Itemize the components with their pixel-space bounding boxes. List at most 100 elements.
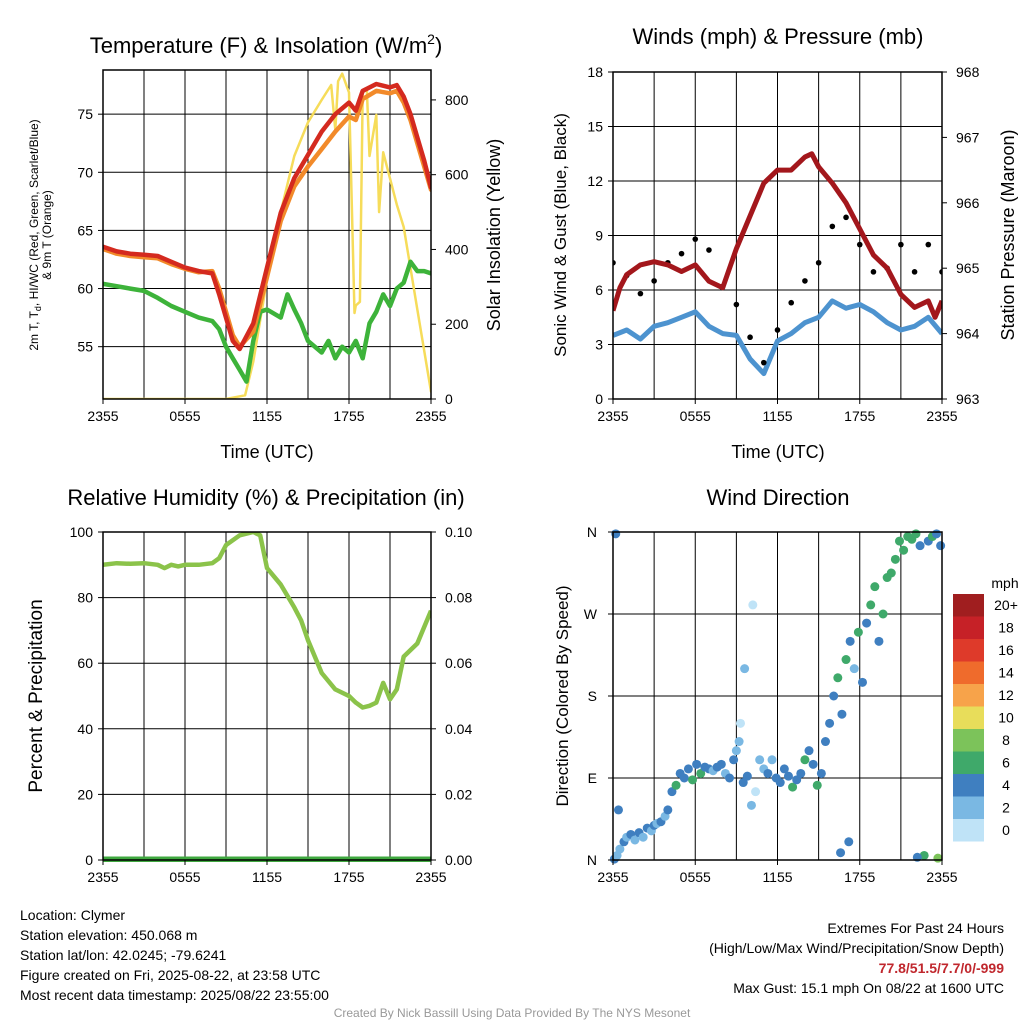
gust-point [637,290,644,297]
colorbar-swatch [953,819,984,842]
wind-direction-point [933,853,943,863]
wind-direction-point [825,718,835,728]
wind-direction-point [667,787,677,797]
humidity-panel: Relative Humidity (%) & Precipitation (i… [26,485,472,885]
humidity-y2-tick-label: 0.04 [445,721,472,737]
humidity-x-tick-label: 0555 [169,869,200,885]
temp-red-series-line [103,81,431,352]
sonic-wind-series-line [613,298,942,377]
max-gust: Max Gust: 15.1 mph On 08/22 at 1600 UTC [733,980,1004,996]
station-latlon: Station lat/lon: 42.0245; -79.6241 [20,947,227,963]
temperature-panel: Temperature (F) & Insolation (W/m2) 2355… [27,31,504,462]
direction-y-tick-label: N [587,524,597,540]
wind-direction-point [915,541,925,551]
wind-direction-point [683,764,693,774]
gust-point [925,241,932,248]
colorbar-level-label: 20+ [994,597,1018,613]
gust-point [760,359,767,366]
wind-direction-point [866,600,876,610]
wind-direction-point [788,782,798,792]
colorbar-level-label: 18 [998,620,1014,636]
temperature-x-tick-label: 2355 [87,408,118,424]
wind-direction-point [878,609,888,619]
colorbar-level-label: 16 [998,642,1014,658]
humidity-y-tick-label: 20 [77,786,93,802]
winds-x-axis-label: Time (UTC) [731,442,824,462]
temperature-y-tick-label: 55 [77,339,93,355]
winds-x-tick-label: 2355 [926,408,957,424]
wind-direction-point [638,832,648,842]
colorbar-swatch [953,684,984,707]
wind-direction-point [796,768,806,778]
winds-y2-tick-label: 964 [956,326,980,342]
insolation-y-axis-label: Solar Insolation (Yellow) [484,139,504,331]
wind-direction-point [775,778,785,788]
temperature-y-tick-label: 75 [77,106,93,122]
gust-point [898,241,904,248]
colorbar-swatch [953,661,984,684]
winds-panel-title: Winds (mph) & Pressure (mb) [633,24,924,49]
wind-direction-point [671,780,681,790]
colorbar-swatch [953,751,984,774]
wind-direction-point [808,759,818,769]
direction-y-tick-label: N [587,852,597,868]
temperature-panel-title: Temperature (F) & Insolation (W/m2) [90,31,443,58]
wind-direction-point [890,554,900,564]
credit-line: Created By Nick Bassill Using Data Provi… [333,1006,691,1020]
temperature-y2-tick-label: 200 [445,316,469,332]
winds-x-tick-label: 1155 [762,408,792,424]
extremes-info: Extremes For Past 24 Hours (High/Low/Max… [709,918,1004,998]
wind-direction-point [735,718,745,728]
station-location: Location: Clymer [20,907,126,923]
wind-direction-point [783,771,793,781]
wind-direction-point [845,636,855,646]
temperature-y2-tick-label: 600 [445,167,469,183]
humidity-y2-tick-label: 0.06 [445,655,472,671]
colorbar-level-label: 12 [998,687,1014,703]
gust-point [911,269,918,275]
colorbar-level-label: 6 [1002,755,1010,771]
wind-direction-point [919,850,929,860]
temperature-y-tick-label: 60 [77,281,93,297]
figure-created: Figure created on Fri, 2025-08-22, at 23… [20,967,321,983]
temperature-x-axis-label: Time (UTC) [220,442,313,462]
humidity-y2-tick-label: 0.00 [445,852,472,868]
wind-direction-point [767,755,777,765]
wind-direction-point [899,545,909,555]
wind-direction-point [870,582,880,592]
gust-point [856,241,863,248]
svg-text:2m T, Td, HI/WC (Red, Green, S: 2m T, Td, HI/WC (Red, Green, Scarlet/Blu… [27,119,43,350]
humidity-y2-tick-label: 0.08 [445,590,472,606]
winds-y2-tick-label: 966 [956,195,980,211]
temperature-y-tick-label: 70 [77,164,93,180]
direction-y-tick-label: W [584,606,598,622]
wind-direction-panel-title: Wind Direction [706,485,849,510]
wind-direction-point [936,541,946,551]
wind-direction-point [862,618,872,628]
humidity-y-axis-label: Percent & Precipitation [26,599,47,792]
svg-text:& 9m T (Orange): & 9m T (Orange) [40,190,54,280]
gust-point [815,259,822,266]
pressure-series-line [613,151,942,320]
wind-direction-point [820,737,830,747]
wind-direction-point [751,787,761,797]
extremes-heading: Extremes For Past 24 Hours [827,920,1004,936]
humidity-x-tick-label: 2355 [415,869,446,885]
gust-point [651,278,657,284]
temperature-x-tick-label: 1755 [333,408,364,424]
humidity-x-tick-label: 2355 [87,869,118,885]
colorbar-unit-label: mph [991,575,1018,591]
gust-point [706,247,712,253]
extremes-legend: (High/Low/Max Wind/Precipitation/Snow De… [709,940,1004,956]
colorbar-swatch [953,594,984,617]
wind-speed-colorbar: mph 20+ 18 16 14 12 10 8 6 4 2 0 [953,575,1019,842]
direction-x-tick-label: 1755 [844,869,875,885]
colorbar-level-label: 10 [998,710,1014,726]
winds-y-tick-label: 9 [595,228,603,244]
winds-y-tick-label: 6 [595,282,603,298]
humidity-y2-tick-label: 0.10 [445,524,472,540]
wind-direction-point [696,768,706,778]
winds-panel: Winds (mph) & Pressure (mb) 2355 0555 1155… [551,24,1018,462]
gust-point [788,299,795,306]
wind-direction-point [630,835,640,845]
